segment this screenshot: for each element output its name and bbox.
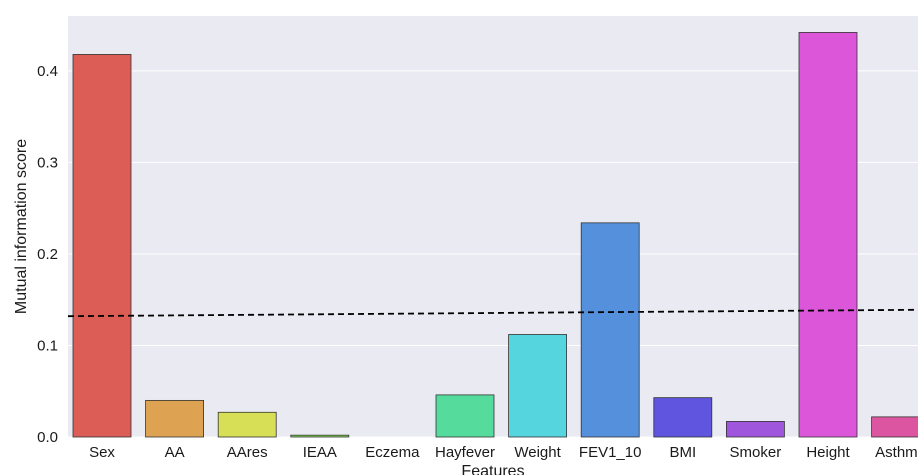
x-tick-label: Asthma — [875, 444, 918, 461]
x-tick-label: Eczema — [365, 444, 420, 461]
threshold-dashed-line — [67, 308, 918, 318]
bar-fev1_10 — [580, 222, 640, 438]
y-tick-label: 0.1 — [37, 337, 58, 354]
x-tick-label: AAres — [227, 444, 268, 461]
y-axis-ticks: 0.0 0.1 0.2 0.3 0.4 — [37, 63, 58, 446]
x-tick-label: Hayfever — [435, 444, 495, 461]
bar-hayfever — [435, 394, 495, 438]
x-tick-label: Height — [806, 444, 850, 461]
bar-aa — [145, 399, 205, 438]
y-tick-label: 0.4 — [37, 63, 58, 80]
x-tick-label: Smoker — [730, 444, 782, 461]
bar-smoker — [726, 421, 785, 438]
x-tick-label: Sex — [89, 444, 115, 461]
bar-bmi — [653, 397, 713, 438]
x-axis-ticks: Sex AA AAres IEAA Eczema Hayfever Weight FEV1_1… — [89, 444, 918, 461]
y-tick-label: 0.2 — [37, 246, 58, 263]
x-axis-label: Features — [461, 463, 524, 475]
bar-aares — [217, 411, 277, 438]
bar-weight — [508, 334, 568, 438]
bar-sex — [72, 54, 132, 438]
bars-group — [72, 32, 918, 438]
y-tick-label: 0.0 — [37, 429, 58, 446]
bar-height — [798, 32, 858, 438]
bar-ieaa — [290, 434, 350, 438]
y-axis-label: Mutual information score — [13, 139, 30, 314]
x-tick-label: BMI — [669, 444, 696, 461]
x-tick-label: IEAA — [303, 444, 337, 461]
plot-background — [68, 16, 918, 437]
x-tick-label: Weight — [514, 444, 561, 461]
bar-asthma — [871, 416, 918, 438]
x-tick-label: FEV1_10 — [579, 444, 642, 461]
x-tick-label: AA — [165, 444, 185, 461]
y-tick-label: 0.3 — [37, 154, 58, 171]
